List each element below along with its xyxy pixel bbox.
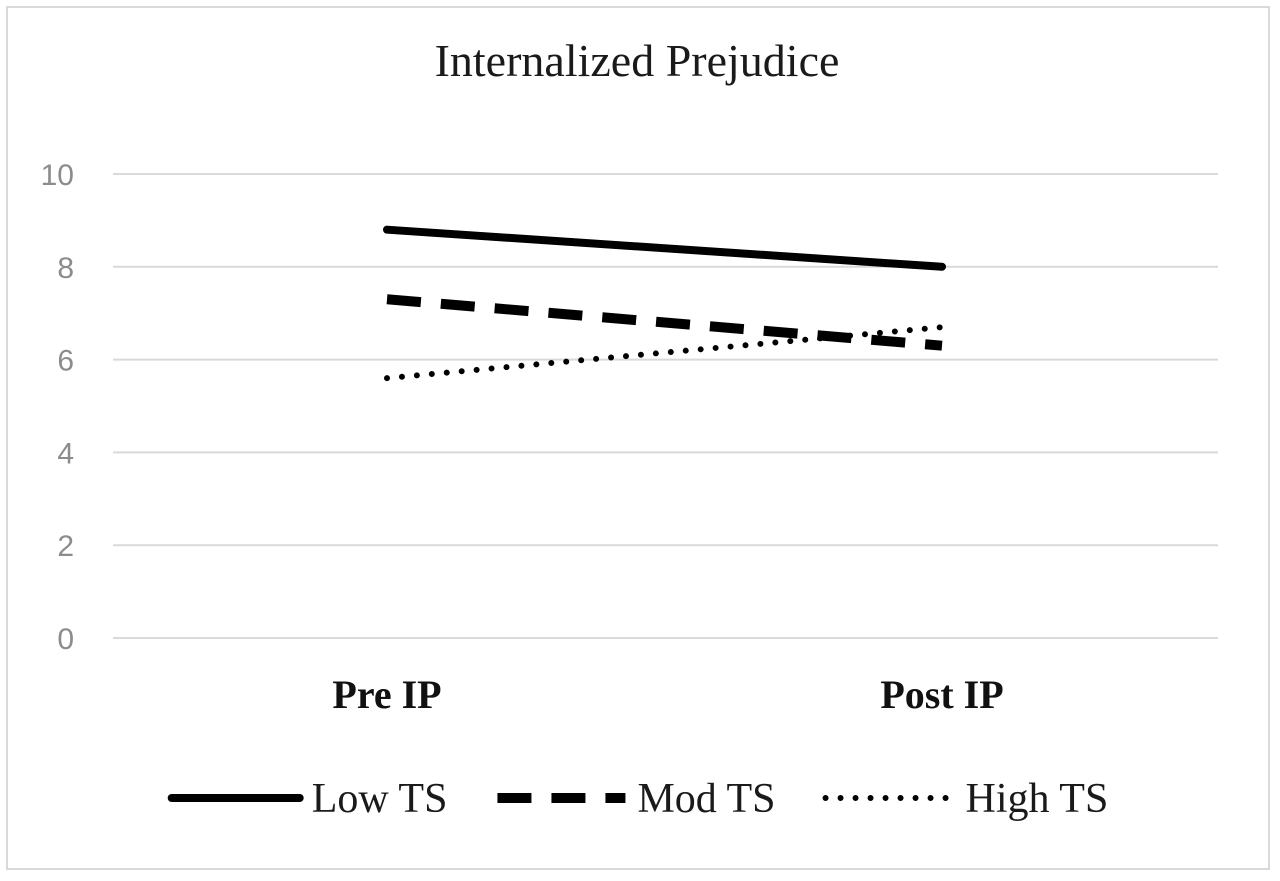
y-axis-ticks: 0 2 4 6 8 10 — [41, 159, 74, 656]
x-tick-label: Pre IP — [332, 672, 441, 717]
y-tick-label: 2 — [57, 530, 74, 563]
y-tick-label: 6 — [57, 345, 74, 378]
chart-title: Internalized Prejudice — [435, 35, 840, 86]
series-line-high-ts — [384, 324, 945, 382]
y-tick-label: 8 — [57, 252, 74, 285]
series-line-low-ts — [383, 225, 946, 271]
y-tick-label: 10 — [41, 159, 74, 192]
y-tick-label: 4 — [57, 437, 74, 470]
x-axis-ticks: Pre IP Post IP — [332, 672, 1003, 717]
x-tick-label: Post IP — [880, 672, 1003, 717]
legend-label: High TS — [966, 776, 1109, 822]
legend: Low TS Mod TS High TS — [167, 776, 1109, 822]
series-lines — [383, 225, 946, 382]
series-line-mod-ts — [386, 294, 943, 351]
legend-label: Low TS — [312, 776, 448, 822]
legend-label: Mod TS — [637, 776, 775, 822]
y-tick-label: 0 — [57, 623, 74, 656]
chart-frame — [6, 6, 1270, 870]
gridlines — [113, 173, 1218, 639]
